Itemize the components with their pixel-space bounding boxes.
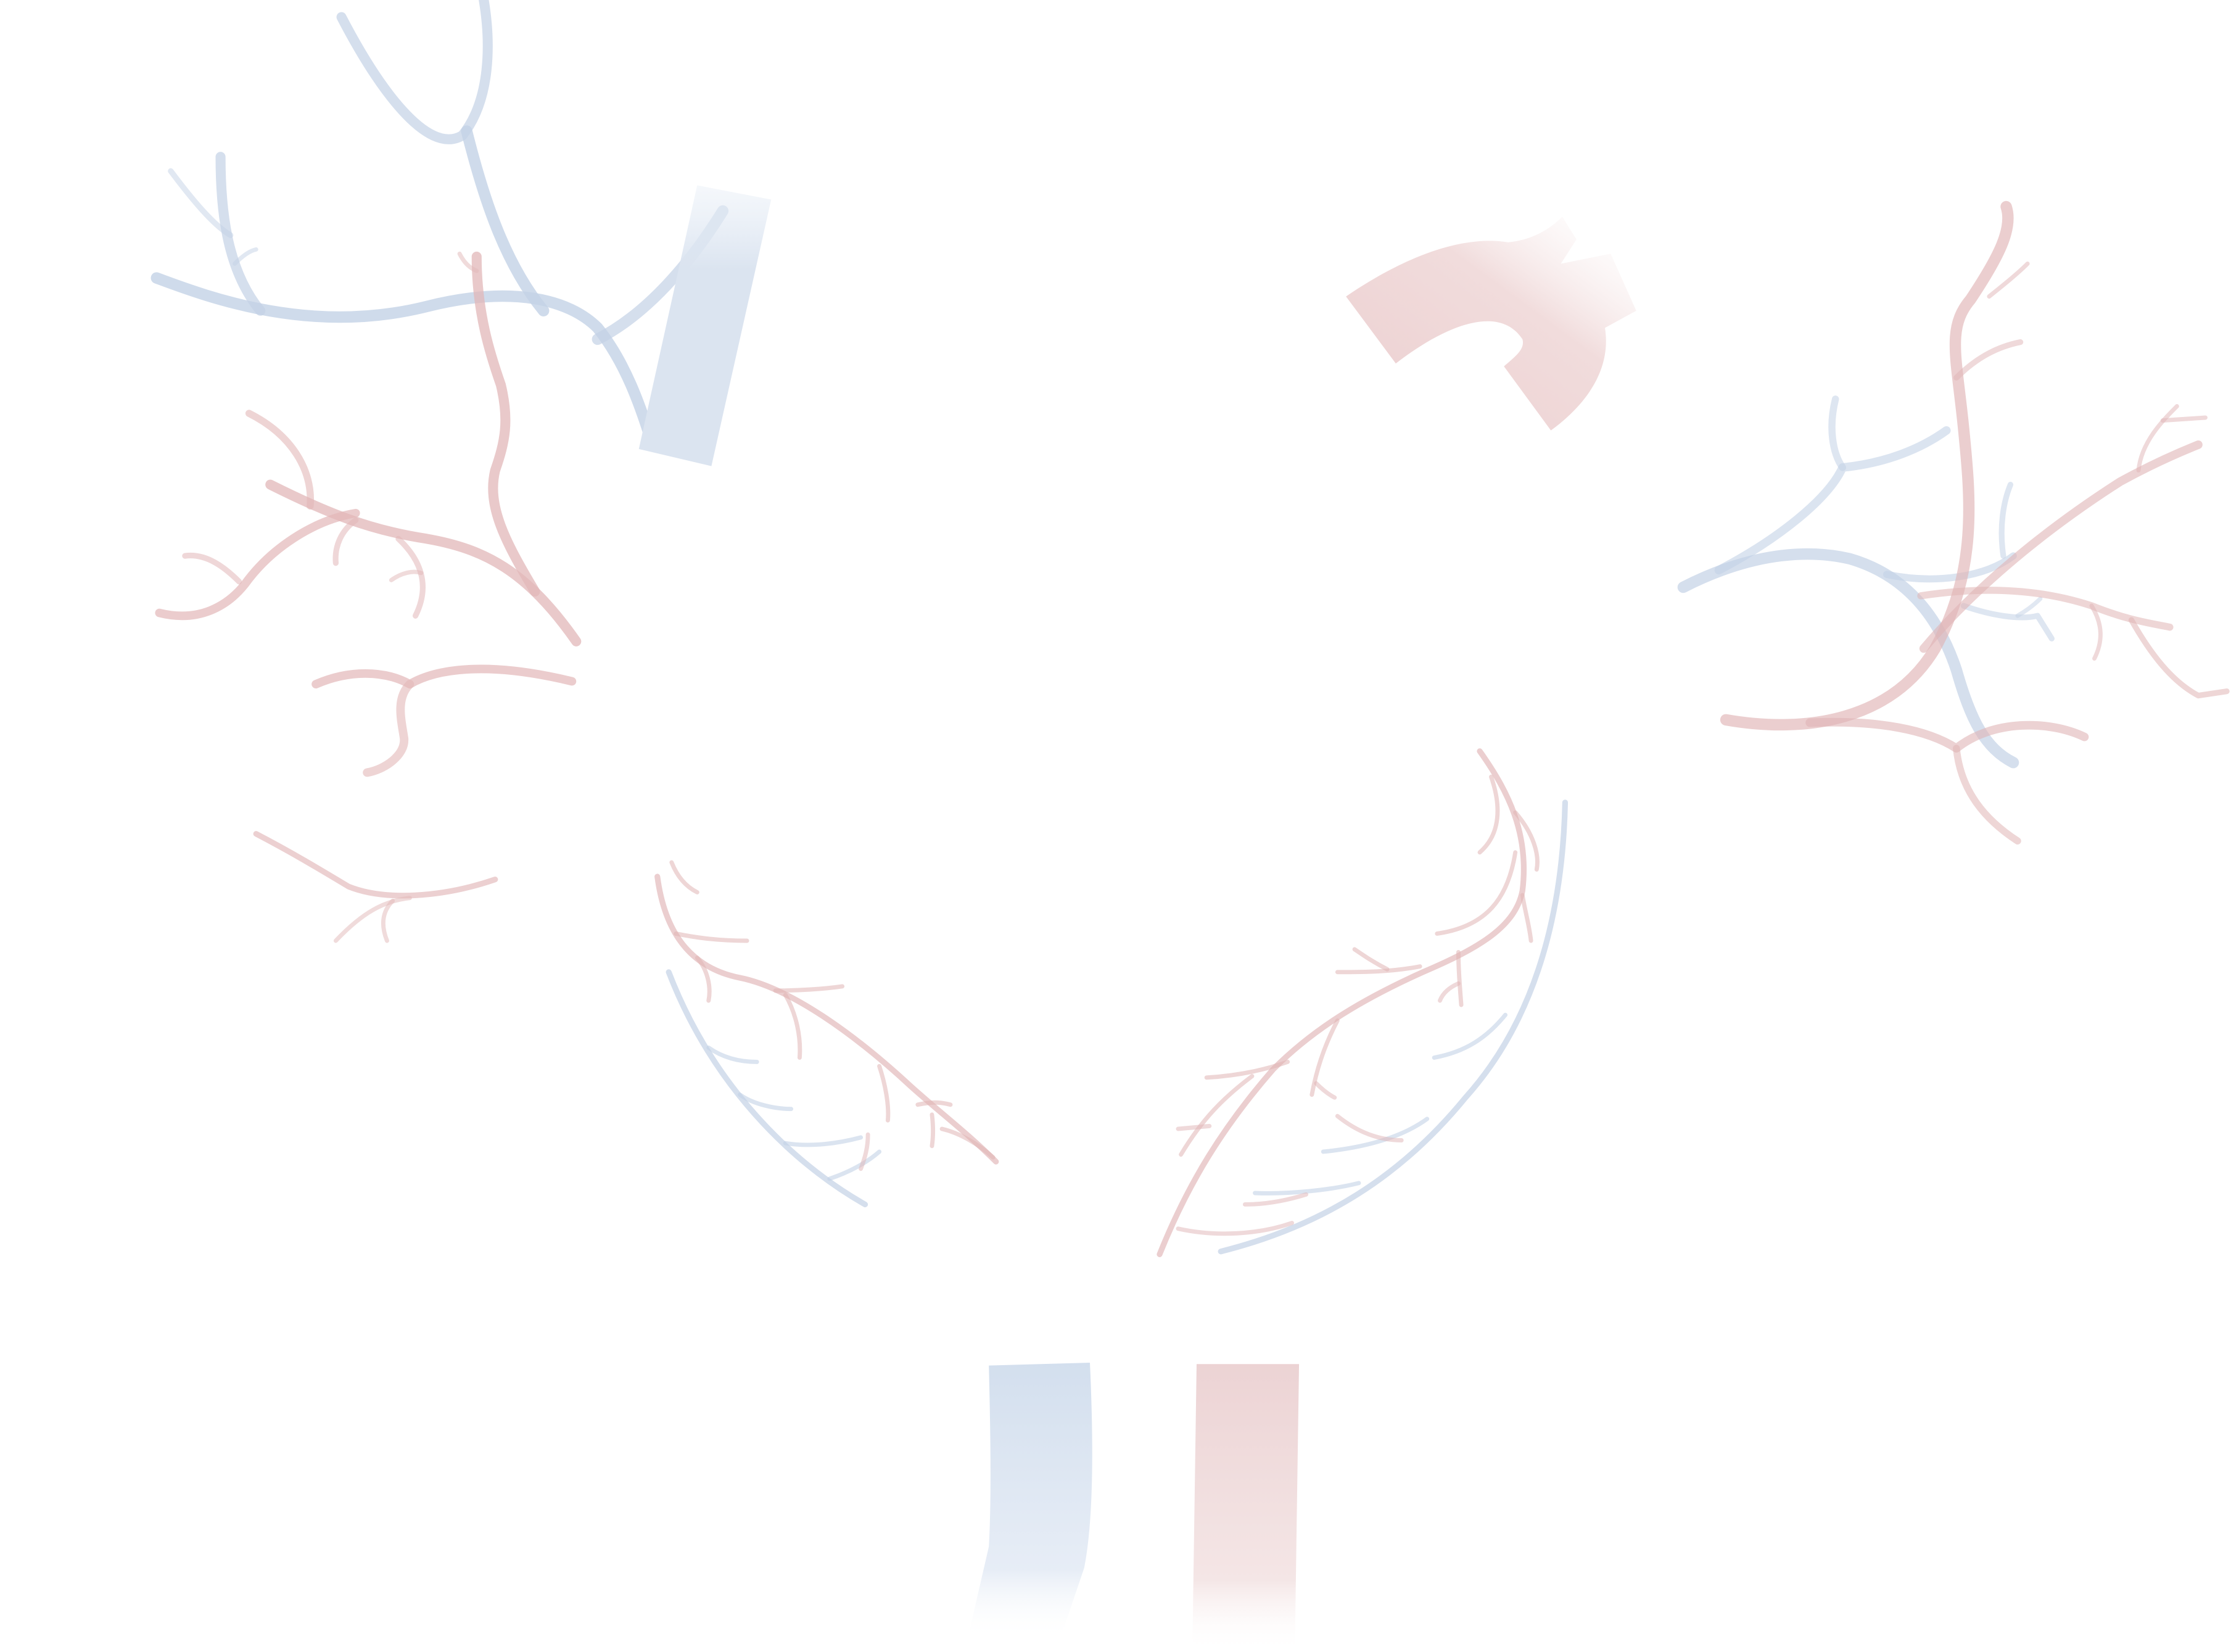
artery-small-up <box>245 410 315 510</box>
right-artery-twig-b <box>2089 603 2103 661</box>
vein-upper-loop <box>336 0 493 144</box>
upper-left-artery-tree <box>155 251 582 943</box>
lower-right-artery-twig-h <box>1437 981 1461 1003</box>
lower-right-artery-twig-p <box>1314 1081 1337 1100</box>
right-vein-twig-b <box>1960 603 2055 642</box>
vein-left-branch <box>215 152 266 316</box>
right-vein-tree <box>1677 395 2055 769</box>
upper-right-artery-arch <box>1346 217 1636 431</box>
right-artery-trunk <box>1720 200 2014 731</box>
right-artery-twig-a <box>2128 617 2230 699</box>
lower-left-artery-arc <box>654 873 999 1165</box>
right-vein-loop <box>1828 395 1847 471</box>
lower-left-artery-twig-f <box>877 1063 891 1123</box>
right-artery-twig-e <box>1953 339 2024 381</box>
artery-main-sweep <box>265 479 582 646</box>
right-artery-twig-d <box>2160 415 2208 423</box>
lower-left-artery-twig-a <box>669 860 699 894</box>
right-artery-drop <box>1953 745 2021 845</box>
lower-left-artery-twig-c <box>695 956 712 1003</box>
lower-right-artery-twig-a <box>1477 774 1500 855</box>
upper-left-vein-tree <box>151 0 729 448</box>
lower-left-artery-twig-e <box>783 993 802 1060</box>
right-artery-twig-c <box>2136 404 2179 473</box>
lower-right-artery-twig-j <box>1204 1059 1290 1080</box>
bottom-artery-trunk <box>1192 1364 1300 1652</box>
lower-right-artery-twig-n <box>1242 1192 1309 1207</box>
artery-lower-twig-a <box>333 896 412 943</box>
vein-left-twig-2 <box>233 247 258 266</box>
lower-right-artery-twig-f <box>1352 947 1390 972</box>
lower-left-vein-twig-b <box>738 1092 794 1112</box>
lower-right-vein-arc <box>1218 799 1569 1255</box>
vein-left-twig <box>168 168 234 238</box>
lower-left-vessel-fan <box>654 860 999 1208</box>
lower-left-vein-twig-c <box>783 1135 864 1147</box>
lower-right-vein-twig-b <box>1321 1117 1430 1154</box>
lower-left-artery-twig-j <box>859 1132 870 1171</box>
right-vein-twig-c <box>2015 596 2043 618</box>
right-artery-horizontal <box>1917 587 2174 631</box>
artery-small-top <box>457 251 479 273</box>
lower-right-artery-twig-l <box>1176 1123 1212 1131</box>
artery-twig-a <box>182 552 242 585</box>
artery-left-curve <box>155 508 360 621</box>
artery-twig-c <box>395 535 426 619</box>
artery-twig-b <box>332 517 359 566</box>
lower-right-artery-twig-o <box>1176 1221 1294 1236</box>
artery-lower-branch <box>253 831 498 899</box>
vein-main-horizontal <box>151 272 658 448</box>
lower-right-artery-twig-m <box>1335 1113 1404 1142</box>
lower-right-artery-twig-k <box>1179 1074 1255 1157</box>
artery-hook-down <box>363 680 414 777</box>
lower-right-artery-twig-e <box>1335 964 1422 975</box>
lower-right-artery-twig-c <box>1435 850 1518 936</box>
bottom-vein-trunk <box>967 1362 1092 1640</box>
lower-right-vein-twig-c <box>1253 1181 1361 1196</box>
lower-right-vein-twig-a <box>1432 1012 1508 1060</box>
lower-left-artery-twig-i <box>930 1112 936 1149</box>
lower-right-artery-twig-b <box>1513 810 1540 872</box>
lower-left-vein-arc <box>666 969 868 1208</box>
right-vein-main <box>1677 548 2019 769</box>
right-artery-branch <box>1919 440 2203 653</box>
artery-lower-twig-b <box>381 898 395 943</box>
right-artery-tree <box>1720 200 2230 845</box>
right-artery-twig-f <box>1987 261 2030 299</box>
lower-left-artery-twig-d <box>773 984 845 993</box>
lower-right-artery-twig-i <box>1309 1018 1340 1097</box>
artery-twig-d <box>389 569 424 582</box>
lower-right-artery-twig-g <box>1456 950 1464 1007</box>
upper-left-vein-trunk <box>638 185 772 466</box>
lower-right-artery-twig-d <box>1520 893 1533 943</box>
artery-vertical <box>471 251 540 597</box>
artery-hook <box>311 664 577 689</box>
lower-left-vein-twig-d <box>827 1149 882 1181</box>
lower-left-vein-twig-a <box>706 1045 759 1064</box>
lower-left-artery-twig-b <box>674 931 749 943</box>
lower-left-artery-twig-g <box>915 1100 953 1107</box>
lower-left-artery-twig-h <box>939 1126 996 1160</box>
right-vein-twig-a <box>1998 481 2014 559</box>
vein-descending <box>461 125 550 316</box>
right-artery-lower <box>1805 717 2089 753</box>
lower-right-artery-arc <box>1157 748 1527 1257</box>
lower-right-vessel-fan <box>1157 748 1569 1257</box>
